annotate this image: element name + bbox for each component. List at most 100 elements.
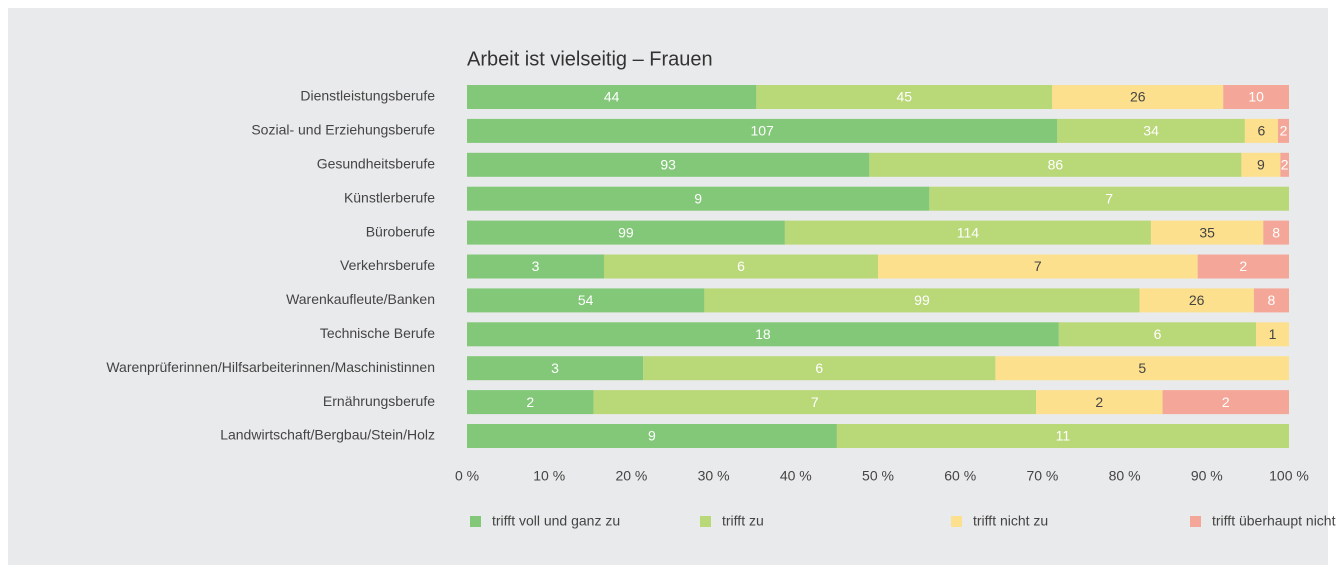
legend-label: trifft zu	[722, 513, 764, 529]
x-tick-label: 50 %	[862, 468, 894, 484]
legend-swatch	[700, 516, 711, 527]
bar-segment	[467, 152, 870, 177]
bar-segment	[1263, 220, 1289, 245]
y-tick-label: Büroberufe	[366, 223, 435, 239]
y-tick-label: Gesundheitsberufe	[317, 156, 436, 172]
y-tick-label: Künstlerberufe	[344, 189, 435, 205]
data-label: 7	[811, 394, 819, 410]
data-label: 11	[1056, 428, 1071, 444]
bar-segment	[467, 220, 785, 245]
x-tick-label: 40 %	[780, 468, 812, 484]
x-tick-label: 10 %	[533, 468, 565, 484]
data-label: 2	[1281, 157, 1289, 173]
data-label: 6	[737, 258, 745, 274]
bar-segment	[643, 356, 996, 381]
data-label: 1	[1269, 326, 1277, 342]
y-tick-label: Verkehrsberufe	[340, 257, 435, 273]
bar-segment	[467, 322, 1059, 347]
bar-segment	[784, 220, 1151, 245]
data-label: 107	[750, 123, 774, 139]
data-label: 34	[1143, 123, 1159, 139]
data-label: 2	[1222, 394, 1230, 410]
bar-segment	[1256, 322, 1289, 347]
bar-segment	[1058, 322, 1257, 347]
data-label: 9	[648, 428, 656, 444]
bar-segment	[467, 356, 644, 381]
bar-segment	[704, 288, 1140, 313]
bar-segment	[836, 424, 1289, 448]
data-label: 9	[694, 190, 702, 206]
bar-segment	[467, 85, 757, 109]
data-label: 99	[914, 292, 930, 308]
data-label: 5	[1138, 360, 1146, 376]
data-label: 54	[578, 292, 594, 308]
data-label: 10	[1248, 89, 1264, 105]
data-label: 44	[604, 89, 620, 105]
legend-swatch	[1190, 516, 1201, 527]
data-label: 8	[1272, 224, 1280, 240]
data-label: 35	[1199, 224, 1215, 240]
bar-segment	[1277, 118, 1289, 143]
x-tick-label: 70 %	[1026, 468, 1058, 484]
bar-segment	[1253, 288, 1289, 313]
x-tick-label: 30 %	[698, 468, 730, 484]
x-tick-label: 90 %	[1191, 468, 1223, 484]
x-tick-label: 0 %	[455, 468, 479, 484]
bar-segment	[1244, 118, 1278, 143]
data-label: 86	[1048, 157, 1064, 173]
bar-segment	[467, 254, 604, 279]
data-label: 9	[1257, 157, 1265, 173]
bar-segment	[1280, 152, 1289, 177]
data-label: 7	[1105, 190, 1113, 206]
bar-segment	[756, 85, 1053, 109]
data-label: 26	[1130, 89, 1146, 105]
data-label: 2	[1095, 394, 1103, 410]
data-label: 114	[957, 224, 980, 240]
bar-segment	[467, 118, 1058, 143]
bar-segment	[929, 186, 1289, 211]
chart-title: Arbeit ist vielseitig – Frauen	[467, 48, 713, 70]
y-tick-label: Warenkaufleute/Banken	[286, 291, 435, 307]
data-label: 6	[1154, 326, 1162, 342]
x-tick-label: 100 %	[1269, 468, 1309, 484]
bar-segment	[1036, 390, 1163, 415]
y-tick-label: Dienstleistungsberufe	[300, 88, 435, 104]
data-label: 45	[897, 89, 913, 105]
data-label: 93	[660, 157, 676, 173]
data-label: 8	[1268, 292, 1276, 308]
x-tick-label: 60 %	[944, 468, 976, 484]
bar-segment	[1057, 118, 1245, 143]
bar-segment	[467, 390, 594, 415]
data-label: 2	[1280, 123, 1288, 139]
y-tick-label: Sozial- und Erziehungsberufe	[251, 122, 435, 138]
data-label: 99	[618, 224, 634, 240]
bar-segment	[467, 186, 930, 211]
bar-segment	[995, 356, 1289, 381]
data-label: 3	[532, 258, 540, 274]
legend-swatch	[470, 516, 481, 527]
bar-segment	[593, 390, 1037, 415]
data-label: 7	[1034, 258, 1042, 274]
y-tick-label: Warenprüferinnen/Hilfsarbeiterinnen/Masc…	[106, 359, 435, 375]
bar-segment	[1162, 390, 1289, 415]
legend-label: trifft nicht zu	[973, 513, 1048, 529]
legend-label: trifft voll und ganz zu	[492, 513, 620, 529]
x-tick-label: 80 %	[1109, 468, 1141, 484]
data-label: 2	[1239, 258, 1247, 274]
data-label: 2	[526, 394, 534, 410]
legend-label: trifft überhaupt nicht zu	[1212, 513, 1336, 529]
bar-segment	[1241, 152, 1281, 177]
data-label: 18	[755, 326, 771, 342]
y-tick-label: Ernährungsberufe	[323, 393, 435, 409]
y-tick-label: Technische Berufe	[320, 325, 435, 341]
x-tick-label: 20 %	[615, 468, 647, 484]
bar-segment	[878, 254, 1198, 279]
bar-segment	[1223, 85, 1289, 109]
y-tick-label: Landwirtschaft/Bergbau/Stein/Holz	[220, 427, 435, 443]
bar-segment	[467, 288, 705, 313]
data-label: 26	[1189, 292, 1205, 308]
data-label: 6	[1258, 123, 1266, 139]
bar-segment	[604, 254, 878, 279]
data-label: 3	[551, 360, 559, 376]
bar-segment	[467, 424, 837, 448]
